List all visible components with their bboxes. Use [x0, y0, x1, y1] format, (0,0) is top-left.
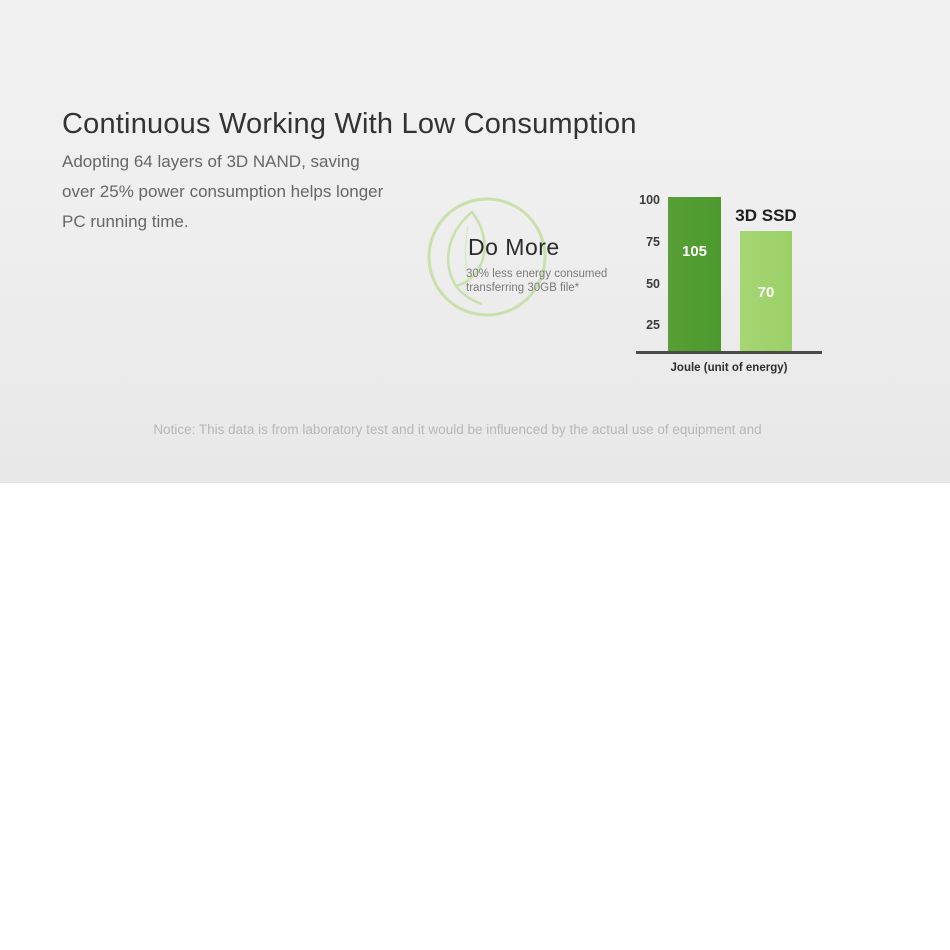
- section-paragraph: Adopting 64 layers of 3D NAND, saving ove…: [62, 147, 383, 237]
- paragraph-line: over 25% power consumption helps longer: [62, 182, 384, 201]
- paragraph-line: PC running time.: [62, 212, 189, 231]
- do-more-subtitle-line: 30% less energy consumed: [466, 268, 608, 280]
- y-axis-tick: 50: [646, 277, 660, 291]
- y-axis-tick: 75: [646, 235, 660, 249]
- y-axis-tick: 25: [646, 318, 660, 332]
- do-more-subtitle-line: transferring 30GB file*: [466, 282, 580, 294]
- bar-value-label: 105: [681, 243, 708, 260]
- paragraph-line: Adopting 64 layers of 3D NAND, saving: [62, 152, 360, 171]
- y-axis-tick: 100: [639, 193, 660, 207]
- bar-category-label: 3D SSD: [735, 206, 797, 225]
- do-more-title: Do More: [468, 234, 560, 260]
- bar-value-label: 70: [757, 284, 775, 301]
- section-low-consumption: Continuous Working With Low Consumption …: [0, 0, 950, 483]
- leaf-icon: [427, 197, 547, 317]
- x-axis-label: Joule (unit of energy): [670, 362, 788, 374]
- section-title-low-consumption: Continuous Working With Low Consumption: [62, 108, 637, 140]
- bar-normal-ssd: [668, 197, 721, 352]
- leaf-badge: [426, 196, 548, 318]
- notice-text: Notice: This data is from laboratory tes…: [153, 422, 762, 437]
- x-axis-line: [636, 351, 822, 354]
- do-more-subtitle: 30% less energy consumed transferring 30G…: [466, 267, 607, 295]
- bar-3d-ssd: [740, 231, 792, 352]
- section-durability: Durability Its MTTF reaches over 1.75 mi…: [0, 483, 950, 950]
